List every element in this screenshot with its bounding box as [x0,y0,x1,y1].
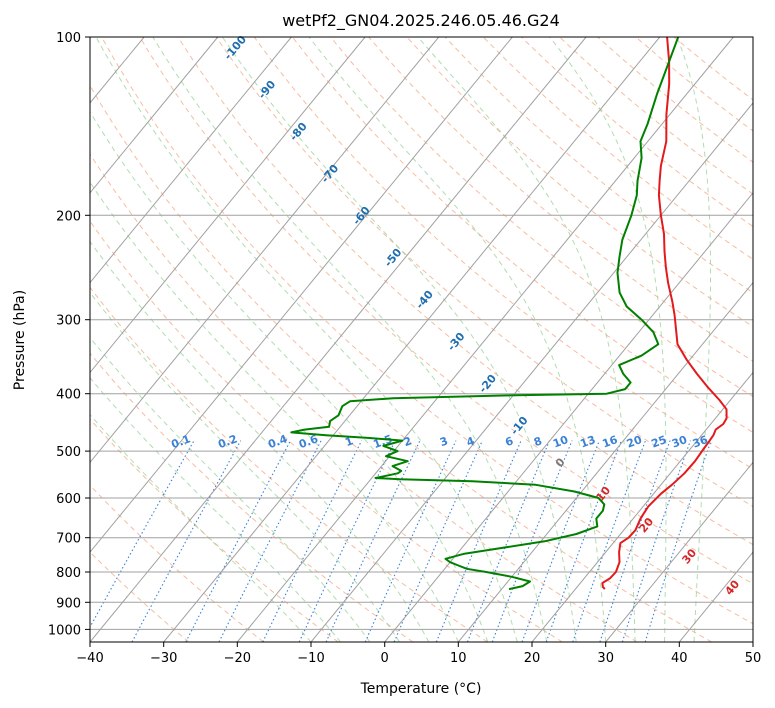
temperature-profile [601,37,728,590]
mixing-ratio-label: 16 [601,433,620,451]
dry-adiabat [90,484,264,642]
mixing-ratio-label: 8 [532,434,544,449]
mixing-ratio-label: 0.2 [216,432,239,451]
dry-adiabat [368,37,753,362]
mixing-ratio-label: 10 [551,433,570,451]
moist-adiabat [221,37,577,642]
moist-adiabat [90,377,341,642]
x-tick-label: −30 [150,651,177,666]
isotherm-line [605,461,753,642]
isotherm-line [384,192,753,642]
mixing-ratio-label: 6 [503,434,515,449]
dry-adiabat [90,153,638,642]
mixing-ratio-label: 3 [438,434,450,449]
x-tick-label: −10 [297,651,324,666]
mixing-ratio-line [572,440,647,642]
dry-adiabat [215,37,753,507]
mixing-ratio-label: 4 [465,434,477,449]
dry-adiabat [406,37,753,328]
dry-adiabat [90,352,414,642]
mixing-ratio-label: 30 [670,433,689,451]
mixing-ratio-line [545,440,622,642]
moist-adiabat [308,37,607,642]
y-tick-label: 600 [56,492,81,507]
plot-area [90,37,753,642]
mixing-ratio-line [393,440,483,642]
y-tick-label: 500 [56,445,81,460]
mixing-ratio-line [262,440,363,642]
isotherm-line [90,37,366,374]
dry-adiabat [90,551,190,642]
series-layer [290,37,728,591]
isotherm-line [236,37,734,642]
x-tick-label: 40 [671,651,688,666]
moist-adiabat [90,181,459,642]
isotherm-line [90,37,219,194]
x-axis-title: Temperature (°C) [360,681,482,697]
moist-adiabat [549,37,667,642]
background-lines [90,37,753,642]
y-tick-label: 800 [56,566,81,581]
dewpoint-profile [290,37,680,591]
x-tick-label: 0 [381,651,389,666]
mixing-ratio-label: 0.6 [297,432,320,451]
y-axis-title: Pressure (hPa) [12,290,28,390]
x-tick-label: −20 [224,651,251,666]
dry-adiabat [90,286,488,642]
mixing-ratio-label: 13 [578,433,597,450]
mixing-ratio-label: 0.1 [170,432,193,451]
y-tick-label: 900 [56,596,81,611]
x-tick-label: 10 [450,651,467,666]
isotherm-line [531,371,753,642]
dry-adiabat [139,37,753,585]
moist-adiabat [90,336,371,642]
y-tick-label: 100 [56,31,81,46]
isotherm-line [90,37,513,553]
moist-adiabat [152,37,548,642]
dry-adiabat [90,220,563,642]
y-tick-label: 1000 [48,623,81,638]
grid-lines [90,37,753,642]
y-tick-label: 200 [56,209,81,224]
mixing-ratio-line [131,440,242,642]
mixing-ratio-line [435,440,522,642]
x-tick-label: 50 [745,651,762,666]
y-tick-label: 700 [56,532,81,547]
dry-adiabat [90,84,712,642]
mixing-ratio-label: 1.5 [372,432,395,451]
y-tick-label: 300 [56,314,81,329]
plot-frame [89,36,754,643]
y-axis: 100 200 300 400 500 600 700 800 900 1000 [48,31,90,638]
isotherm-line [90,37,292,284]
chart-title: wetPf2_GN04.2025.246.05.46.G24 [282,11,560,31]
moist-adiabat [676,37,711,642]
isotherm-line [310,102,753,642]
mixing-ratio-label: 1 [343,434,355,449]
moist-adiabat [90,111,489,642]
mixing-ratio-label: 20 [625,433,644,451]
x-tick-label: −40 [76,651,103,666]
mixing-ratio-label: 2 [402,434,414,449]
x-axis: −40 −30 −20 −10 0 10 20 30 40 50 [76,642,761,666]
x-tick-label: 30 [597,651,614,666]
mixing-ratio-line [644,440,712,642]
mixing-ratio-line [90,440,195,629]
mixing-ratio-label: 25 [650,433,669,450]
dry-adiabat [101,37,753,625]
mixing-ratio-label: 0.4 [266,432,289,451]
moist-adiabat [90,240,430,642]
dry-adiabat [292,37,753,433]
isotherm-line [163,37,661,642]
isotherm-line [90,37,440,464]
x-tick-label: 20 [524,651,541,666]
mixing-ratio-line [364,440,457,642]
isotherm-line [90,37,587,642]
y-tick-label: 400 [56,388,81,403]
